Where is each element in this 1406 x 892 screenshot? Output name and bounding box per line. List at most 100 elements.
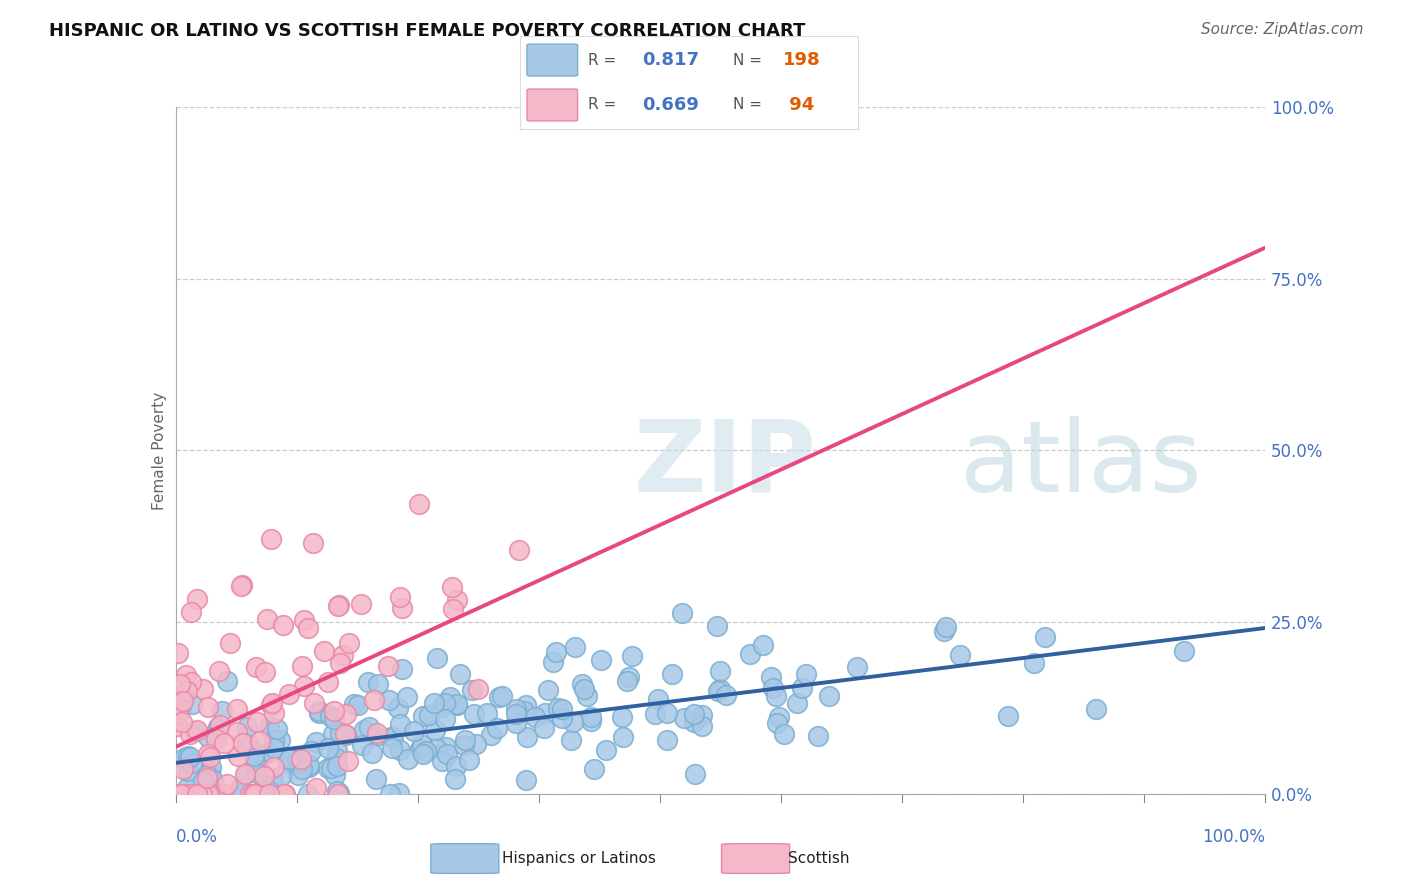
Hispanics or Latinos — [176, 787, 198, 801]
Hispanics or Latinos — [287, 768, 309, 782]
Hispanics or Latinos — [200, 760, 222, 774]
Hispanics or Latinos — [443, 772, 465, 786]
Hispanics or Latinos — [347, 698, 370, 712]
Scottish — [302, 696, 325, 710]
Scottish — [169, 676, 191, 690]
Hispanics or Latinos — [204, 727, 226, 741]
Scottish — [186, 723, 208, 737]
Scottish — [260, 532, 283, 546]
Hispanics or Latinos — [418, 708, 440, 723]
Hispanics or Latinos — [380, 730, 402, 744]
Hispanics or Latinos — [343, 698, 366, 712]
FancyBboxPatch shape — [721, 844, 790, 873]
Scottish — [180, 787, 202, 801]
Hispanics or Latinos — [579, 710, 602, 724]
Hispanics or Latinos — [423, 723, 446, 737]
Scottish — [166, 719, 188, 733]
Hispanics or Latinos — [439, 690, 461, 704]
Hispanics or Latinos — [488, 690, 510, 704]
Hispanics or Latinos — [236, 720, 259, 734]
Hispanics or Latinos — [544, 645, 567, 659]
Hispanics or Latinos — [446, 698, 468, 712]
FancyBboxPatch shape — [430, 844, 499, 873]
Hispanics or Latinos — [707, 684, 730, 698]
Hispanics or Latinos — [692, 718, 714, 732]
Hispanics or Latinos — [683, 767, 706, 781]
Scottish — [205, 731, 228, 746]
Hispanics or Latinos — [388, 786, 411, 800]
Hispanics or Latinos — [768, 710, 790, 724]
Scottish — [363, 693, 385, 707]
Hispanics or Latinos — [537, 683, 560, 698]
Scottish — [329, 657, 352, 671]
Hispanics or Latinos — [323, 767, 346, 781]
Hispanics or Latinos — [277, 752, 299, 766]
Hispanics or Latinos — [329, 726, 352, 740]
Scottish — [219, 635, 242, 649]
Scottish — [249, 734, 271, 748]
Hispanics or Latinos — [465, 737, 488, 751]
Scottish — [245, 787, 267, 801]
Hispanics or Latinos — [572, 682, 595, 697]
Scottish — [197, 747, 219, 761]
Scottish — [239, 787, 262, 801]
Scottish — [326, 787, 349, 801]
Hispanics or Latinos — [270, 769, 292, 783]
Hispanics or Latinos — [434, 712, 457, 726]
Scottish — [172, 714, 194, 729]
Scottish — [366, 725, 388, 739]
Scottish — [170, 787, 193, 801]
Hispanics or Latinos — [176, 781, 198, 796]
Hispanics or Latinos — [683, 706, 706, 721]
Hispanics or Latinos — [935, 620, 957, 634]
Hispanics or Latinos — [792, 681, 814, 696]
Scottish — [440, 580, 463, 594]
Hispanics or Latinos — [193, 774, 215, 789]
Hispanics or Latinos — [432, 754, 454, 768]
Hispanics or Latinos — [353, 723, 375, 737]
Hispanics or Latinos — [360, 746, 382, 760]
Hispanics or Latinos — [479, 728, 502, 742]
FancyBboxPatch shape — [527, 44, 578, 76]
Scottish — [332, 648, 354, 663]
Hispanics or Latinos — [298, 760, 321, 774]
Scottish — [197, 787, 219, 801]
Hispanics or Latinos — [269, 732, 291, 747]
Scottish — [291, 658, 314, 673]
Hispanics or Latinos — [305, 735, 328, 749]
Hispanics or Latinos — [444, 758, 467, 772]
Scottish — [166, 646, 188, 660]
Text: Scottish: Scottish — [789, 851, 849, 866]
Hispanics or Latinos — [752, 638, 775, 652]
Hispanics or Latinos — [533, 721, 555, 735]
Hispanics or Latinos — [616, 674, 638, 689]
Hispanics or Latinos — [350, 738, 373, 752]
Text: Source: ZipAtlas.com: Source: ZipAtlas.com — [1201, 22, 1364, 37]
Scottish — [333, 727, 356, 741]
Text: 0.0%: 0.0% — [176, 828, 218, 847]
Hispanics or Latinos — [818, 690, 841, 704]
Scottish — [335, 707, 357, 722]
Scottish — [186, 592, 208, 607]
Scottish — [290, 752, 312, 766]
Text: Hispanics or Latinos: Hispanics or Latinos — [502, 851, 655, 866]
Hispanics or Latinos — [177, 749, 200, 764]
Hispanics or Latinos — [263, 741, 285, 756]
Hispanics or Latinos — [434, 739, 457, 754]
Hispanics or Latinos — [411, 738, 433, 752]
Hispanics or Latinos — [551, 702, 574, 716]
Hispanics or Latinos — [533, 706, 555, 720]
Hispanics or Latinos — [325, 751, 347, 765]
Hispanics or Latinos — [287, 756, 309, 771]
Hispanics or Latinos — [246, 766, 269, 780]
Scottish — [508, 543, 530, 558]
Hispanics or Latinos — [426, 651, 449, 665]
Hispanics or Latinos — [179, 749, 201, 764]
Hispanics or Latinos — [619, 670, 641, 684]
Hispanics or Latinos — [772, 727, 794, 741]
Scottish — [212, 736, 235, 750]
Hispanics or Latinos — [328, 786, 350, 800]
Hispanics or Latinos — [997, 708, 1019, 723]
Hispanics or Latinos — [316, 741, 339, 756]
Hispanics or Latinos — [673, 711, 696, 725]
